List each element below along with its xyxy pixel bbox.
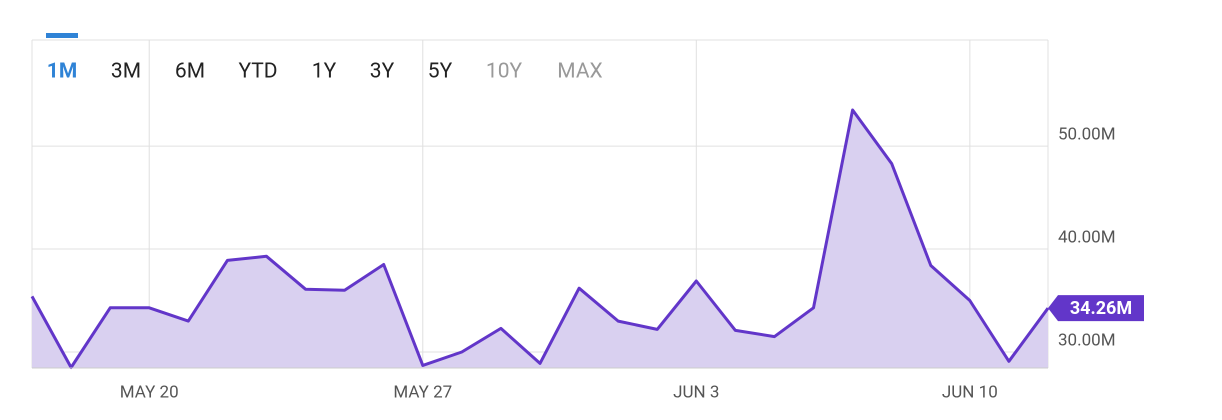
range-button[interactable]: YTD bbox=[238, 60, 277, 84]
value-tag bbox=[1048, 295, 1144, 322]
x-tick-label: JUN 10 bbox=[942, 382, 998, 402]
y-tick-label: 40.00M bbox=[1058, 228, 1116, 248]
range-button: MAX bbox=[557, 60, 602, 84]
range-indicator bbox=[46, 33, 78, 38]
y-tick-label: 50.00M bbox=[1058, 125, 1116, 145]
area bbox=[32, 110, 1048, 368]
range-button[interactable]: 5Y bbox=[428, 60, 453, 84]
y-tick-label: 30.00M bbox=[1058, 331, 1116, 351]
x-tick-label: JUN 3 bbox=[673, 382, 719, 402]
range-button[interactable]: 1Y bbox=[312, 60, 337, 84]
range-button[interactable]: 3M bbox=[111, 60, 141, 84]
range-button[interactable]: 3Y bbox=[370, 60, 395, 84]
range-button: 10Y bbox=[486, 60, 523, 84]
range-button[interactable]: 6M bbox=[175, 60, 205, 84]
range-button[interactable]: 1M bbox=[47, 60, 77, 84]
x-tick-label: MAY 27 bbox=[393, 382, 452, 402]
line bbox=[30, 108, 1050, 369]
x-tick-label: MAY 20 bbox=[120, 382, 179, 402]
value-label: 34.26M bbox=[1070, 298, 1132, 319]
